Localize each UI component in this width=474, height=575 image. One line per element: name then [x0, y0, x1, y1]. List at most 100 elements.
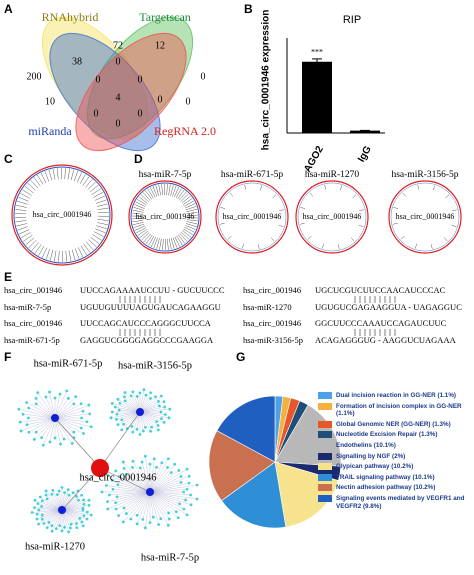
- site-tick: [181, 194, 189, 202]
- target-node: [40, 505, 43, 508]
- target-node: [122, 461, 125, 464]
- site-tick: [169, 184, 171, 195]
- site-tick: [181, 232, 189, 239]
- target-node: [180, 475, 183, 478]
- mirna-node: [51, 414, 59, 422]
- target-node: [27, 417, 30, 420]
- target-node: [82, 410, 85, 413]
- circle-center-label: hsa_circ_0001946: [33, 210, 92, 219]
- site-tick: [433, 185, 434, 190]
- target-node: [116, 413, 119, 416]
- target-node: [111, 402, 114, 405]
- site-tick: [17, 201, 28, 204]
- target-node: [75, 522, 78, 525]
- target-node: [163, 406, 166, 409]
- target-node: [48, 391, 51, 394]
- site-tick: [74, 171, 78, 181]
- circle-center-label: hsa_circ_0001946: [136, 212, 195, 221]
- site-tick: [167, 239, 168, 250]
- target-node: [42, 444, 45, 447]
- target-node: [186, 513, 189, 516]
- site-tick: [220, 223, 225, 224]
- site-tick: [97, 204, 108, 207]
- site-tick: [163, 239, 164, 250]
- site-tick: [95, 229, 105, 233]
- site-tick: [359, 225, 364, 226]
- target-node: [114, 406, 117, 409]
- sequence: UGUUGUUUUAGUGAUCAGAAGGU: [80, 302, 221, 312]
- mirna-label: hsa-miR-3156-5p: [118, 360, 192, 371]
- legend-entry: TRAIL signaling pathway (10.1%): [318, 474, 472, 482]
- hub-label: hsa_circ_0001946: [80, 472, 157, 483]
- target-node: [44, 396, 47, 399]
- target-node: [123, 467, 126, 470]
- target-node: [175, 510, 178, 513]
- target-node: [36, 518, 39, 521]
- site-tick: [452, 225, 457, 226]
- venn-set-label: RegRNA 2.0: [154, 124, 216, 138]
- target-node: [41, 499, 44, 502]
- target-node: [177, 469, 180, 472]
- site-tick: [431, 244, 432, 249]
- target-node: [117, 514, 120, 517]
- target-node: [131, 431, 134, 434]
- target-node: [149, 463, 152, 466]
- legend-entry: Signalling by NGF (2%): [318, 453, 472, 461]
- target-node: [141, 518, 144, 521]
- circle-center-label: hsa_circ_0001946: [396, 212, 455, 221]
- site-tick: [15, 217, 26, 218]
- target-node: [114, 501, 117, 504]
- target-node: [81, 521, 84, 524]
- site-tick: [415, 244, 416, 249]
- edge: [55, 397, 76, 418]
- site-tick: [300, 207, 305, 208]
- target-node: [120, 418, 123, 421]
- target-node: [48, 521, 51, 524]
- target-node: [77, 499, 80, 502]
- target-node: [35, 402, 38, 405]
- mirna-label: hsa-miR-1270: [25, 541, 85, 552]
- site-tick: [45, 171, 49, 181]
- site-tick: [260, 185, 261, 190]
- target-node: [123, 395, 126, 398]
- venn-count: 200: [27, 71, 42, 82]
- legend-label: Dual incision reaction in GG-NER (1.1%): [336, 392, 456, 400]
- circle-center-label: hsa_circ_0001946: [303, 212, 362, 221]
- site-tick: [340, 185, 341, 190]
- legend-entry: Nectin adhesion pathway (10.2%): [318, 484, 472, 492]
- target-node: [67, 488, 70, 491]
- target-node: [74, 395, 77, 398]
- panel-label: D: [134, 152, 143, 166]
- edge: [150, 492, 178, 518]
- site-tick: [139, 231, 148, 238]
- circle-title: hsa-miR-7-5p: [139, 170, 192, 180]
- target-node: [83, 503, 86, 506]
- seq-name: hsa-miR-1270: [243, 302, 292, 312]
- site-tick: [310, 193, 313, 197]
- target-node: [142, 430, 145, 433]
- target-node: [43, 522, 46, 525]
- target-node: [157, 428, 160, 431]
- target-node: [131, 466, 134, 469]
- site-tick: [69, 250, 71, 261]
- target-node: [120, 428, 123, 431]
- target-node: [177, 516, 180, 519]
- site-tick: [144, 234, 151, 242]
- target-node: [36, 513, 39, 516]
- target-node: [139, 433, 142, 436]
- site-tick: [97, 223, 108, 225]
- target-node: [157, 523, 160, 526]
- legend-swatch: [318, 421, 332, 428]
- venn-count: 0: [138, 74, 143, 85]
- target-node: [69, 527, 72, 530]
- target-node: [139, 466, 142, 469]
- target-node: [131, 425, 134, 428]
- legend-label: Nucleotide Excision Repair (1.3%): [336, 431, 437, 439]
- circle-title: hsa-miR-1270: [305, 170, 360, 180]
- legend-label: Signaling events mediated by VEGFR1 and …: [336, 495, 472, 510]
- legend-label: Global Genomic NER (GG-NER) (1.3%): [336, 421, 451, 429]
- sequence: UUCCAGCAUCCCAGGGCUUCCA: [80, 318, 212, 328]
- target-node: [122, 521, 125, 524]
- target-node: [186, 468, 189, 471]
